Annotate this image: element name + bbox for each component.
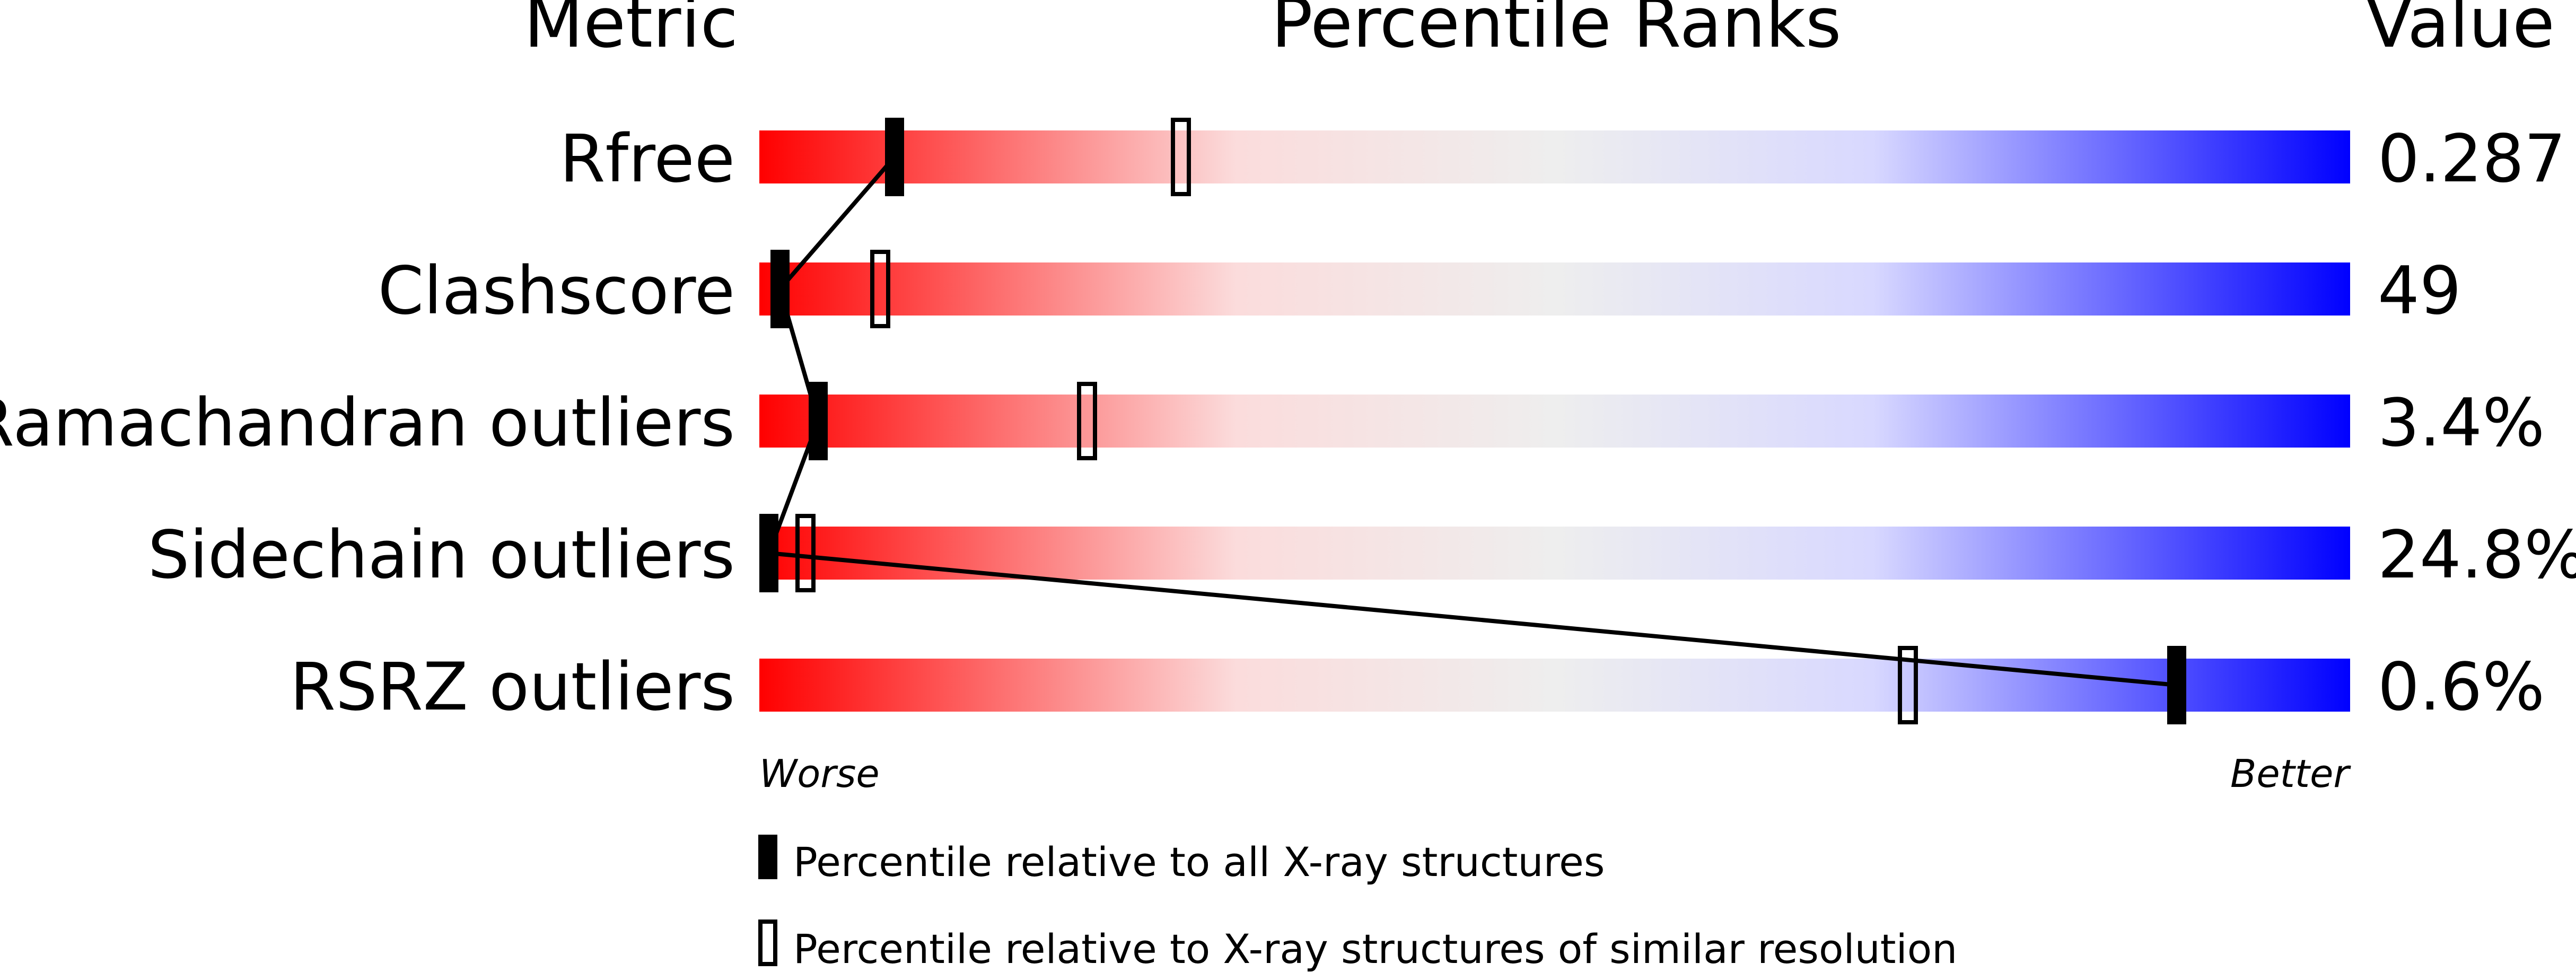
marker-all-clashscore (770, 250, 790, 328)
percentile-bar-ramachandran-outliers (759, 395, 2350, 448)
marker-all-rfree (885, 118, 904, 196)
markers-layer (759, 118, 2186, 724)
percentile-bar-sidechain-outliers (759, 527, 2350, 580)
legend-label-similar: Percentile relative to X-ray structures … (793, 925, 1957, 972)
marker-similar-rsrz-outliers (1898, 646, 1918, 724)
marker-all-sidechain-outliers (759, 514, 778, 592)
percentile-bar-rsrz-outliers (759, 659, 2350, 712)
percentile-bar-clashscore (759, 262, 2350, 316)
metric-value-rfree: 0.287 (2378, 121, 2566, 197)
bars-layer: Rfree 0.287 Clashscore 49 Ramachandran outli… (0, 121, 2576, 725)
marker-similar-sidechain-outliers (795, 514, 816, 592)
legend-label-all: Percentile relative to all X-ray structu… (793, 838, 1605, 886)
metric-value-ramachandran-outliers: 3.4% (2378, 385, 2545, 461)
legend-open-marker (758, 920, 777, 966)
metric-label-clashscore: Clashscore (378, 253, 735, 329)
legend-filled-marker (758, 835, 777, 879)
value-header: Value (2365, 0, 2555, 63)
metric-label-ramachandran-outliers: Ramachandran outliers (0, 385, 735, 461)
metric-value-sidechain-outliers: 24.8% (2378, 517, 2576, 593)
metric-label-rsrz-outliers: RSRZ outliers (290, 649, 735, 725)
legend: Percentile relative to all X-ray structu… (758, 835, 1957, 972)
marker-similar-clashscore (870, 250, 890, 328)
marker-similar-rfree (1171, 118, 1191, 196)
marker-all-rsrz-outliers (2167, 646, 2186, 724)
metric-header: Metric (524, 0, 738, 63)
metric-label-sidechain-outliers: Sidechain outliers (148, 517, 735, 593)
worse-label: Worse (759, 751, 880, 796)
metric-label-rfree: Rfree (559, 121, 735, 197)
better-label: Better (2230, 751, 2351, 796)
metric-value-rsrz-outliers: 0.6% (2378, 649, 2545, 725)
chart-title: Percentile Ranks (1271, 0, 1841, 63)
marker-similar-ramachandran-outliers (1077, 382, 1097, 460)
percentile-bar-rfree (759, 130, 2350, 183)
marker-all-ramachandran-outliers (809, 382, 828, 460)
metric-value-clashscore: 49 (2378, 253, 2461, 329)
